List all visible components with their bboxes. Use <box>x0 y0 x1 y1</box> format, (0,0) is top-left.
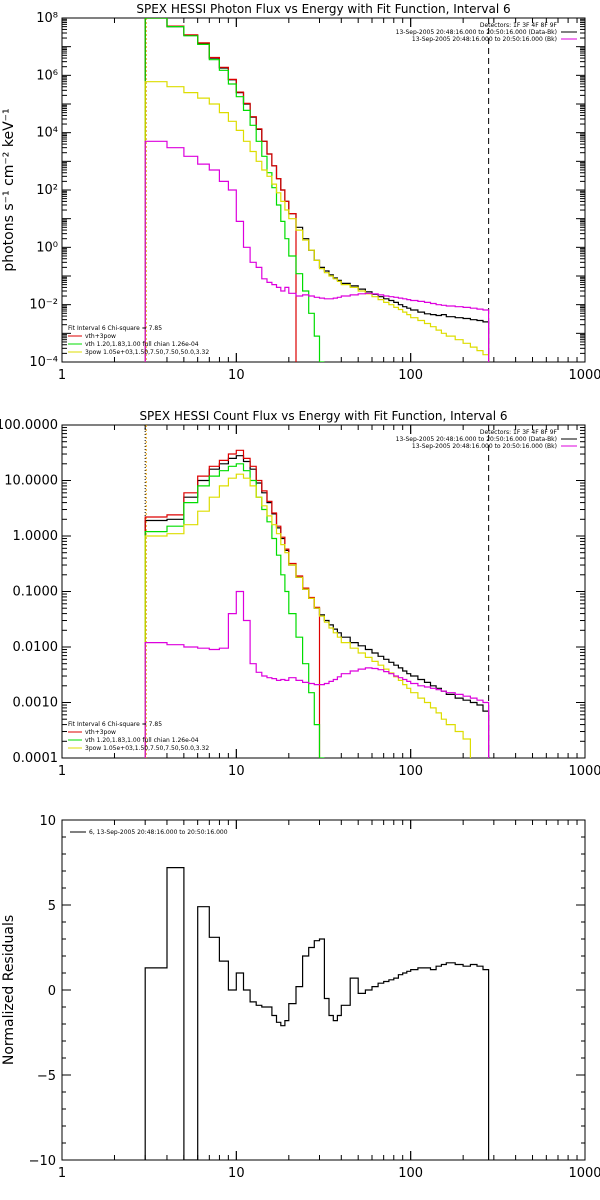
y-tick-label: 5 <box>48 899 56 914</box>
y-tick-label: 10² <box>36 183 58 198</box>
x-tick-label: 1000 <box>568 368 600 383</box>
y-tick-label: −10 <box>29 1154 56 1169</box>
x-tick-label: 10 <box>228 764 245 779</box>
chart-1: SPEX HESSI Photon Flux vs Energy with Fi… <box>1 2 600 383</box>
y-tick-label: 10.0000 <box>4 474 58 489</box>
y-tick-label: 0.0001 <box>13 751 59 766</box>
x-tick-label: 1 <box>58 368 66 383</box>
x-tick-label: 10 <box>228 368 245 383</box>
legend-text: 6, 13-Sep-2005 20:48:16.000 to 20:50:16.… <box>89 829 228 836</box>
info-text: Detectors: 1F 3F 4F 8F 9F <box>480 429 558 436</box>
y-axis-label: Normalized Residuals <box>1 915 17 1065</box>
series-group <box>144 18 490 362</box>
y-ticks <box>62 819 585 1161</box>
series-line-1 <box>144 867 490 1160</box>
series-line-3 <box>144 18 325 362</box>
y-axis-label: photons s⁻¹ cm⁻² keV⁻¹ <box>1 108 17 271</box>
x-ticks <box>61 820 586 1160</box>
series-line-2 <box>144 449 321 758</box>
y-tick-label: 10⁻² <box>29 298 58 313</box>
x-ticks <box>61 425 586 758</box>
y-tick-label: 10 <box>39 814 56 829</box>
series-line-5 <box>144 590 490 758</box>
y-tick-label: 10⁰ <box>36 240 58 255</box>
info-text: 13-Sep-2005 20:48:16.000 to 20:50:16.000… <box>396 436 557 443</box>
x-tick-label: 10 <box>228 1166 245 1181</box>
x-tick-label: 100 <box>398 368 423 383</box>
chart-title: SPEX HESSI Photon Flux vs Energy with Fi… <box>136 2 510 16</box>
fit-info-text: vth+3pow <box>85 729 116 736</box>
series-line-5 <box>144 140 490 362</box>
fit-info-text: 3pow 1.05e+03,1.50,7.50,7.50,50.0,3.32 <box>85 349 209 356</box>
y-tick-label: 100.0000 <box>0 418 58 433</box>
chart-3: 1 10 100 1000 −10 −5 0 5 10 Normalized Residuals 6… <box>1 814 600 1181</box>
info-text: Detectors: 1F 3F 4F 8F 9F <box>480 22 558 29</box>
series-line-3 <box>144 463 325 758</box>
y-tick-label: 0.0100 <box>13 640 59 655</box>
y-tick-label: 1.0000 <box>13 529 59 544</box>
y-ticks <box>62 424 585 759</box>
fit-info-text: Fit Interval 6 Chi-square = 7.85 <box>68 721 162 728</box>
y-tick-label: 0.0010 <box>13 696 59 711</box>
fit-info-text: vth+3pow <box>85 333 116 340</box>
fit-info-text: vth 1.20,1.83,1.00 full chian 1.26e-04 <box>85 737 199 744</box>
chart-title: SPEX HESSI Count Flux vs Energy with Fit… <box>139 409 507 423</box>
y-tick-label: −5 <box>37 1069 56 1084</box>
info-text: 13-Sep-2005 20:48:16.000 to 20:50:16.000… <box>412 36 557 43</box>
info-text: 13-Sep-2005 20:48:16.000 to 20:50:16.000… <box>412 443 557 450</box>
fit-info-text: 3pow 1.05e+03,1.50,7.50,7.50,50.0,3.32 <box>85 745 209 752</box>
info-text: 13-Sep-2005 20:48:16.000 to 20:50:16.000… <box>396 29 557 36</box>
plot-frame <box>61 424 586 759</box>
series-group <box>144 867 490 1160</box>
chart-2: SPEX HESSI Count Flux vs Energy with Fit… <box>0 409 600 779</box>
series-line-1 <box>144 455 490 758</box>
plot-frame <box>61 17 586 363</box>
series-line-2 <box>144 18 297 362</box>
plot-frame <box>61 819 586 1161</box>
x-tick-label: 1000 <box>568 764 600 779</box>
y-ticks <box>62 17 585 363</box>
y-tick-label: 10⁸ <box>36 11 58 26</box>
x-tick-label: 1 <box>58 1166 66 1181</box>
series-line-4 <box>144 81 490 362</box>
y-tick-label: 10⁻⁴ <box>29 355 58 370</box>
y-tick-label: 10⁶ <box>36 68 58 83</box>
y-tick-label: 10⁴ <box>36 126 58 141</box>
fit-info-text: vth 1.20,1.83,1.00 full chian 1.26e-04 <box>85 341 199 348</box>
x-tick-label: 1000 <box>568 1166 600 1181</box>
x-tick-label: 100 <box>398 1166 423 1181</box>
y-tick-label: 0.1000 <box>13 585 59 600</box>
fit-info-text: Fit Interval 6 Chi-square = 7.85 <box>68 325 162 332</box>
x-ticks <box>61 18 586 362</box>
series-line-1 <box>144 18 490 362</box>
series-line-4 <box>144 473 471 758</box>
x-tick-label: 100 <box>398 764 423 779</box>
x-tick-label: 1 <box>58 764 66 779</box>
series-group <box>144 449 490 758</box>
y-tick-label: 0 <box>48 984 56 999</box>
